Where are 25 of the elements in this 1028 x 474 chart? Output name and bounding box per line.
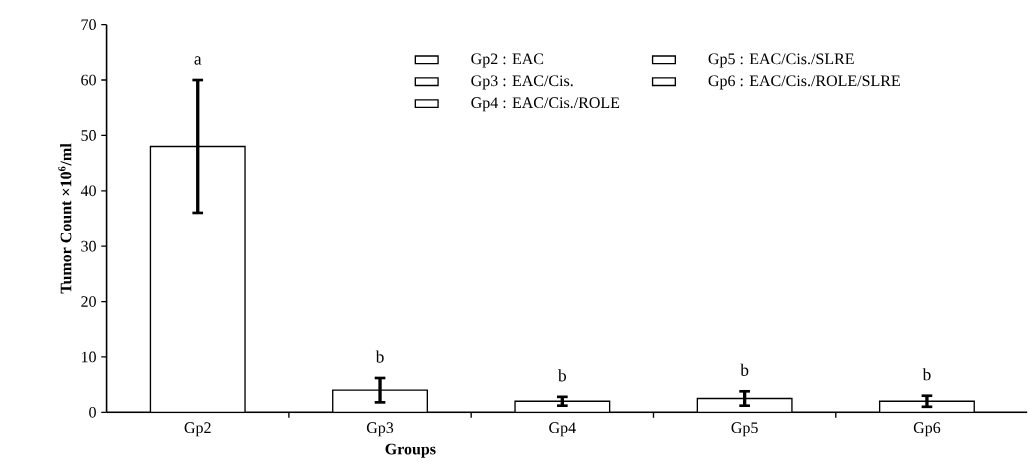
x-tick-label: Gp5: [731, 422, 758, 437]
y-tick-label: 10: [81, 351, 96, 363]
y-tick-label: 30: [81, 240, 96, 252]
x-axis-title: Groups: [385, 443, 436, 458]
annotation: b: [375, 350, 384, 363]
y-tick-label: 0: [89, 407, 96, 418]
x-tick-label: Gp6: [913, 422, 941, 437]
legend-label: Gp3 : EAC/Cis.: [471, 75, 573, 90]
x-tick-label: Gp4: [549, 422, 576, 437]
annotation: a: [194, 56, 202, 65]
legend-label: Gp6 : EAC/Cis./ROLE/SLRE: [708, 75, 900, 90]
legend-label: Gp4 : EAC/Cis./ROLE: [471, 97, 620, 112]
y-tick-label: 40: [80, 185, 96, 197]
annotation: b: [740, 363, 749, 377]
y-tick-label: 20: [81, 296, 96, 308]
legend-label: Gp2 : EAC: [471, 53, 544, 68]
y-tick-label: 60: [81, 74, 96, 86]
x-tick-label: Gp2: [184, 422, 211, 437]
x-tick-label: Gp3: [366, 422, 394, 437]
y-tick-label: 70: [81, 19, 96, 31]
annotation: b: [922, 368, 931, 381]
y-tick-label: 50: [81, 130, 96, 141]
annotation: b: [558, 369, 567, 382]
y-axis-title: Tumor Count ×10$^{6}$/ml: [58, 143, 72, 294]
legend-label: Gp5 : EAC/Cis./SLRE: [708, 53, 854, 68]
